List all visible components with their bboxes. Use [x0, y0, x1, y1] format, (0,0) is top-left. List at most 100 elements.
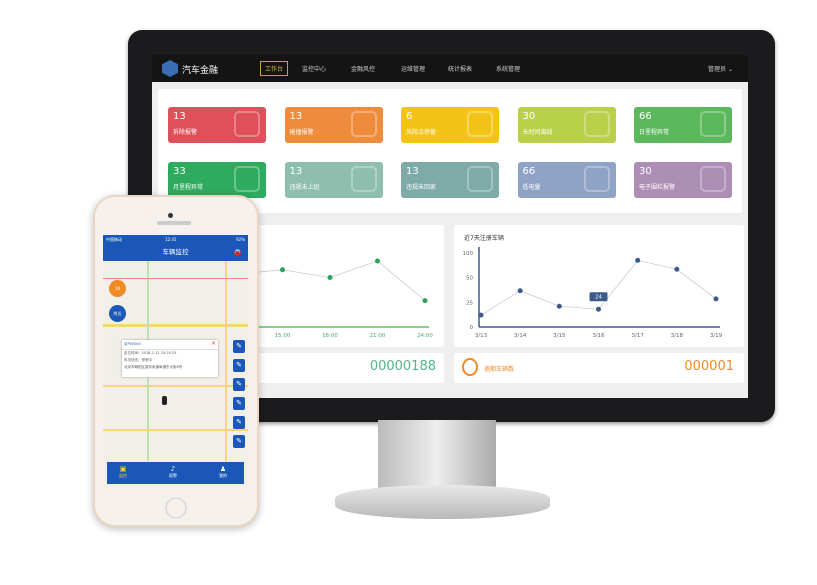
x-tick-label: 24:00 [417, 333, 433, 339]
alert-card[interactable]: 13 碰撞报警 [284, 107, 383, 143]
alert-card[interactable]: 66 日里程异常 [634, 107, 732, 143]
y-tick-label: 50 [466, 276, 473, 282]
phone-camera [168, 213, 173, 218]
battery: 92% [236, 237, 245, 242]
alert-card[interactable]: 33 月里程异常 [168, 162, 266, 198]
nav-system[interactable]: 系统管理 [496, 66, 521, 73]
y-tick-label: 25 [466, 300, 473, 306]
nav-risk-control[interactable]: 金融风控 [351, 66, 376, 73]
nearby-button[interactable]: 附近 [109, 305, 126, 322]
cluster-marker[interactable]: 10 [109, 280, 126, 297]
stat-value: 000001 [684, 359, 734, 374]
card-value: 30 [522, 111, 536, 122]
data-point [478, 312, 484, 318]
tooltip [589, 292, 608, 302]
gauge-icon [700, 111, 726, 137]
card-value: 66 [639, 111, 652, 122]
card-label: 风险点停留 [406, 129, 437, 136]
popup-line: 北京市朝阳区望京街道阜通东大街6号 [124, 365, 183, 369]
monitor-base [335, 485, 550, 519]
tab-label: 我的 [219, 473, 227, 478]
chart-title: 近7天注册车辆 [464, 235, 504, 242]
home-icon [467, 166, 493, 192]
data-point [713, 296, 719, 302]
card-value: 30 [639, 166, 652, 177]
tooltip-value: 24 [595, 295, 602, 301]
alert-card[interactable]: 30 电子围栏报警 [634, 162, 732, 198]
map-tool-button[interactable]: ✎ [233, 359, 245, 372]
dashboard-screen: 汽车金融 工作台 监控中心 金融风控 运维管理 统计报表 系统管理 管理员 ⌄ … [152, 55, 748, 398]
alert-card[interactable]: 30 长时间离线 [517, 107, 616, 143]
popup-line: 车况状态：停驶中 [124, 358, 152, 362]
card-value: 13 [289, 111, 303, 122]
x-tick-label: 3/16 [592, 333, 605, 339]
vehicle-info-popup: 京P00000 × 定位时间：2018-2-12 10:25:25 车况状态：停… [122, 340, 218, 377]
tab-label: 监控 [119, 473, 127, 478]
alert-card[interactable]: 6 风险点停留 [401, 107, 499, 143]
phone-speaker [157, 221, 191, 225]
map-tool-button[interactable]: ✎ [233, 340, 245, 353]
user-menu[interactable]: 管理员 ⌄ [708, 64, 733, 73]
data-point [635, 257, 641, 263]
map-tool-button[interactable]: ✎ [233, 435, 245, 448]
card-label: 电子围栏报警 [639, 184, 676, 191]
chevron-down-icon: ⌄ [727, 66, 733, 73]
tab-alarm[interactable]: ♪ 报警 [169, 465, 177, 479]
alert-card[interactable]: 66 低电量 [517, 162, 616, 198]
brand-name: 汽车金融 [182, 66, 219, 76]
nav-workbench[interactable]: 工作台 [260, 61, 289, 76]
alert-card[interactable]: 13 拆除报警 [168, 107, 266, 143]
phone-title: 车辆监控 [162, 248, 189, 256]
data-point [596, 306, 601, 312]
map-tool-button[interactable]: ✎ [233, 397, 245, 410]
data-point [517, 288, 523, 294]
monitor-stand [378, 420, 496, 488]
card-label: 拆除报警 [173, 129, 198, 136]
stat-label: 逾期车辆数 [484, 366, 515, 373]
card-value: 66 [522, 166, 536, 177]
user-name: 管理员 [708, 66, 727, 73]
x-tick-label: 3/14 [514, 333, 527, 339]
alert-card[interactable]: 13 违规未回家 [401, 162, 499, 198]
card-value: 13 [173, 111, 186, 122]
card-label: 违规未回家 [406, 184, 437, 191]
card-value: 13 [406, 166, 419, 177]
map-tool-button[interactable]: ✎ [233, 416, 245, 429]
stopwatch-icon [462, 358, 478, 376]
nav-reports[interactable]: 统计报表 [448, 66, 473, 73]
card-label: 违规未上班 [289, 184, 320, 191]
tab-label: 报警 [169, 473, 177, 478]
stat-card-overdue: 逾期车辆数 000001 [454, 353, 744, 383]
x-tick-label: 3/15 [553, 333, 566, 339]
map-fence-icon [700, 166, 726, 192]
tools-icon [234, 111, 260, 137]
stat-value: 00000188 [369, 359, 436, 374]
car-icon[interactable]: 🚘 [233, 248, 242, 256]
speedometer-icon [234, 166, 260, 192]
nav-monitoring[interactable]: 监控中心 [302, 66, 327, 73]
phone-screen: 中国移动 12:41 92% 车辆监控 🚘 10 附近 京P00000 × 定位… [103, 235, 248, 487]
x-tick-label: 3/13 [475, 333, 488, 339]
card-label: 长时间离线 [522, 129, 553, 136]
alert-card[interactable]: 13 违规未上班 [284, 162, 383, 198]
tab-profile[interactable]: ♟ 我的 [219, 465, 227, 479]
tab-monitor[interactable]: ▣ 监控 [119, 465, 127, 479]
registered-vehicles-panel: 近7天注册车辆 0 25 50 100 3/13 3/14 3/15 3/16 3/17 3/18… [454, 225, 744, 347]
status-bar: 中国移动 12:41 92% [103, 235, 248, 243]
map-pin-icon [467, 111, 493, 137]
card-label: 低电量 [522, 184, 541, 191]
home-button[interactable] [165, 497, 187, 519]
card-value: 13 [289, 166, 303, 177]
camera-icon: ▣ [119, 465, 127, 473]
vehicle-marker-icon[interactable] [162, 396, 167, 405]
map-tool-button[interactable]: ✎ [233, 378, 245, 391]
data-point [422, 298, 428, 304]
data-point [280, 267, 285, 273]
card-label: 日里程异常 [639, 129, 670, 136]
nav-operations[interactable]: 运维管理 [401, 66, 426, 73]
time: 12:41 [165, 237, 177, 242]
card-value: 6 [406, 111, 413, 122]
phone-title-bar: 车辆监控 🚘 [103, 243, 248, 261]
close-icon[interactable]: × [210, 340, 216, 347]
x-tick-label: 3/17 [631, 333, 644, 339]
